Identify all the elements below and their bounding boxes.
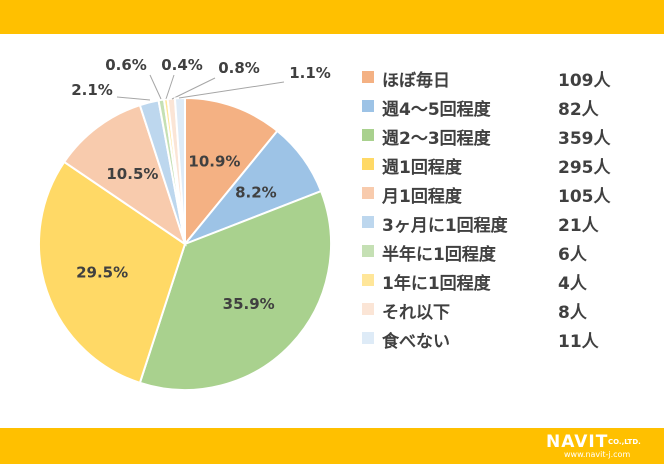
legend-count: 6人 [558,245,587,265]
legend-count: 8人 [558,303,587,323]
legend-count: 105人 [558,187,611,207]
slice-pct-label: 0.6% [105,56,147,74]
legend-label: 週1回程度 [382,158,462,178]
legend-item: 半年に1回程度 6人 [362,240,652,265]
legend-label: ほぼ毎日 [382,71,450,91]
slice-pct-label: 8.2% [235,184,277,202]
legend-label: 1年に1回程度 [382,274,491,294]
legend-swatch [362,158,374,170]
slice-pct-label: 1.1% [289,64,331,82]
legend-item: 3ヶ月に1回程度 21人 [362,211,652,236]
slice-pct-label: 0.8% [218,59,260,77]
legend-swatch [362,274,374,286]
legend-count: 82人 [558,100,599,120]
legend-label: 3ヶ月に1回程度 [382,216,508,236]
logo-url: www.navit-j.com [564,450,631,459]
legend-item: 1年に1回程度 4人 [362,269,652,294]
navit-logo: NAVIT CO.,LTD. www.navit-j.com [546,432,660,462]
legend-item: 月1回程度 105人 [362,182,652,207]
leader-line [178,81,285,99]
legend-swatch [362,71,374,83]
legend-count: 295人 [558,158,611,178]
slice-pct-label: 35.9% [223,295,275,313]
leader-line [171,77,216,100]
pie-slice [138,189,332,391]
slice-pct-label: 10.9% [188,152,240,170]
legend-swatch [362,245,374,257]
slice-pct-label: 29.5% [76,263,128,281]
leader-line [116,96,151,101]
bottom-banner [0,428,664,464]
legend-swatch [362,187,374,199]
slice-pct-label: 10.5% [106,165,158,183]
leader-line [165,74,175,100]
legend-item: ほぼ毎日 109人 [362,66,652,91]
logo-name: NAVIT [546,432,609,452]
legend-swatch [362,332,374,344]
pie-slice [38,160,187,385]
legend-label: 月1回程度 [382,187,462,207]
legend-swatch [362,129,374,141]
legend-item: 食べない 11人 [362,327,652,352]
legend-label: それ以下 [382,303,450,323]
legend-count: 21人 [558,216,599,236]
legend-label: 食べない [382,332,450,352]
pie-slice [184,96,279,247]
top-banner [0,0,664,34]
legend-item: それ以下 8人 [362,298,652,323]
logo-company: CO.,LTD. [608,438,641,446]
legend-item: 週1回程度 295人 [362,153,652,178]
legend-swatch [362,216,374,228]
legend-count: 359人 [558,129,611,149]
legend-count: 109人 [558,71,611,91]
legend-label: 週4～5回程度 [382,100,491,120]
legend-item: 週4～5回程度 82人 [362,95,652,120]
legend-swatch [362,303,374,315]
legend-label: 週2～3回程度 [382,129,491,149]
legend-count: 11人 [558,332,599,352]
pie-slice [62,103,187,247]
slice-pct-label: 2.1% [71,81,113,99]
pie-chart: 10.9% 8.2% 35.9% 29.5% 10.5% 2.1% 0.6% 0.4% 0.8%… [38,56,332,391]
legend-label: 半年に1回程度 [382,245,496,265]
leader-line [149,74,162,100]
legend-swatch [362,100,374,112]
legend-item: 週2～3回程度 359人 [362,124,652,149]
legend-count: 4人 [558,274,587,294]
slice-pct-label: 0.4% [161,56,203,74]
